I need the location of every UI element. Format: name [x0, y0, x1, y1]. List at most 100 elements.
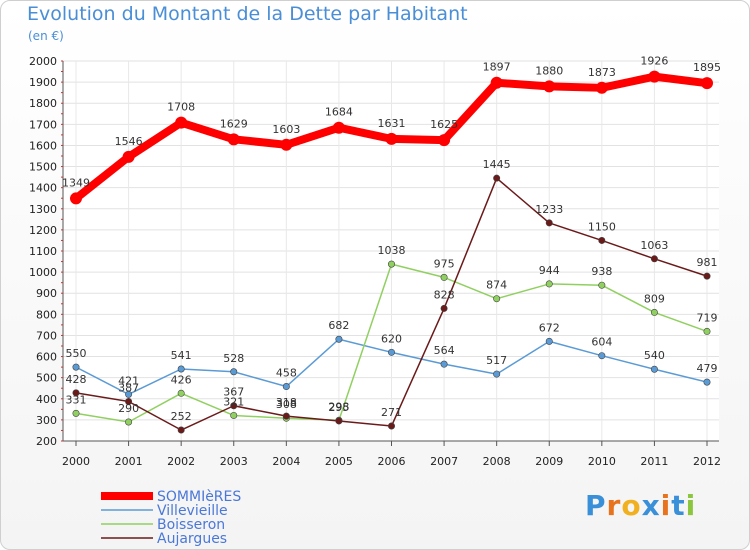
data-label: 298 [328, 400, 349, 413]
data-point [440, 273, 448, 281]
x-tick-label: 2012 [693, 455, 721, 468]
legend-label: Boisseron [157, 517, 225, 533]
legend-label: Aujargues [157, 531, 227, 547]
data-point [703, 378, 711, 386]
y-tick-label: 1700 [29, 118, 57, 131]
proxiti-logo: Proxiti [585, 489, 697, 522]
x-tick-label: 2011 [640, 455, 668, 468]
data-point [598, 281, 606, 289]
data-label: 1873 [588, 66, 616, 79]
data-label: 1631 [378, 117, 406, 130]
y-tick-label: 1200 [29, 224, 57, 237]
x-tick-label: 2006 [378, 455, 406, 468]
data-label: 809 [644, 292, 665, 305]
data-point [72, 363, 80, 371]
y-tick-label: 1100 [29, 245, 57, 258]
data-point [493, 295, 501, 303]
data-point [545, 280, 553, 288]
data-label: 1926 [640, 55, 668, 68]
data-point [598, 236, 606, 244]
x-tick-label: 2010 [588, 455, 616, 468]
data-label: 550 [66, 347, 87, 360]
data-point [125, 398, 133, 406]
data-label: 421 [118, 374, 139, 387]
x-tick-label: 2005 [325, 455, 353, 468]
data-point [70, 192, 82, 205]
data-point [650, 255, 658, 263]
data-label: 1038 [378, 244, 406, 257]
data-label: 604 [591, 336, 612, 349]
x-tick-label: 2003 [220, 455, 248, 468]
series-lines [70, 70, 713, 434]
y-tick-label: 300 [36, 414, 57, 427]
y-tick-label: 500 [36, 372, 57, 385]
x-tick-label: 2001 [115, 455, 143, 468]
data-label: 528 [223, 352, 244, 365]
data-label: 1625 [430, 118, 458, 131]
data-point [335, 417, 343, 425]
data-label: 1629 [220, 117, 248, 130]
x-tick-label: 2008 [483, 455, 511, 468]
data-point [177, 365, 185, 373]
data-label: 331 [66, 393, 87, 406]
chart-title: Evolution du Montant de la Dette par Hab… [27, 3, 468, 25]
data-label: 682 [328, 319, 349, 332]
data-label: 1897 [483, 61, 511, 74]
legend-label: Villevieille [157, 503, 228, 519]
data-point [650, 365, 658, 373]
y-tick-label: 1800 [29, 97, 57, 110]
legend-label: SOMMIèRES [157, 489, 241, 505]
data-point [335, 335, 343, 343]
y-tick-label: 400 [36, 393, 57, 406]
data-point [125, 418, 133, 426]
data-label: 1895 [693, 61, 721, 74]
data-point [493, 370, 501, 378]
y-tick-label: 1500 [29, 161, 57, 174]
x-tick-label: 2009 [535, 455, 563, 468]
data-label: 458 [276, 367, 297, 380]
data-point [230, 411, 238, 419]
data-label: 874 [486, 279, 507, 292]
data-label: 387 [118, 382, 139, 395]
data-label: 1708 [167, 101, 195, 114]
data-point [703, 272, 711, 280]
data-label: 308 [276, 398, 297, 411]
unit-label: (en €) [28, 29, 64, 43]
data-label: 271 [381, 406, 402, 419]
data-point [177, 389, 185, 397]
data-label: 290 [118, 402, 139, 415]
data-point [122, 150, 135, 163]
y-tick-label: 800 [36, 308, 57, 321]
data-point [230, 368, 238, 376]
axes: 200 300 400 500 600 700 800 900 1000 1100 1200 1300… [29, 55, 721, 468]
data-point [543, 80, 556, 93]
data-point [440, 304, 448, 312]
data-label: 564 [434, 344, 455, 357]
data-label: 620 [381, 332, 402, 345]
data-point [438, 134, 451, 147]
data-point [440, 360, 448, 368]
data-point [545, 337, 553, 345]
data-label: 367 [223, 386, 244, 399]
data-point [493, 174, 501, 182]
data-point [387, 422, 395, 430]
data-point [490, 76, 503, 89]
data-point [387, 260, 395, 268]
data-label: 944 [539, 264, 560, 277]
data-label: 428 [66, 373, 87, 386]
data-point [387, 348, 395, 356]
data-point [282, 383, 290, 391]
y-tick-label: 900 [36, 287, 57, 300]
y-tick-label: 200 [36, 435, 57, 448]
data-point [648, 70, 661, 83]
y-tick-label: 1900 [29, 76, 57, 89]
data-label: 252 [171, 410, 192, 423]
data-label: 828 [434, 288, 455, 301]
data-label: 981 [697, 256, 718, 269]
data-point [332, 121, 345, 134]
data-label: 1150 [588, 220, 616, 233]
x-tick-label: 2000 [62, 455, 90, 468]
data-label: 1233 [535, 203, 563, 216]
